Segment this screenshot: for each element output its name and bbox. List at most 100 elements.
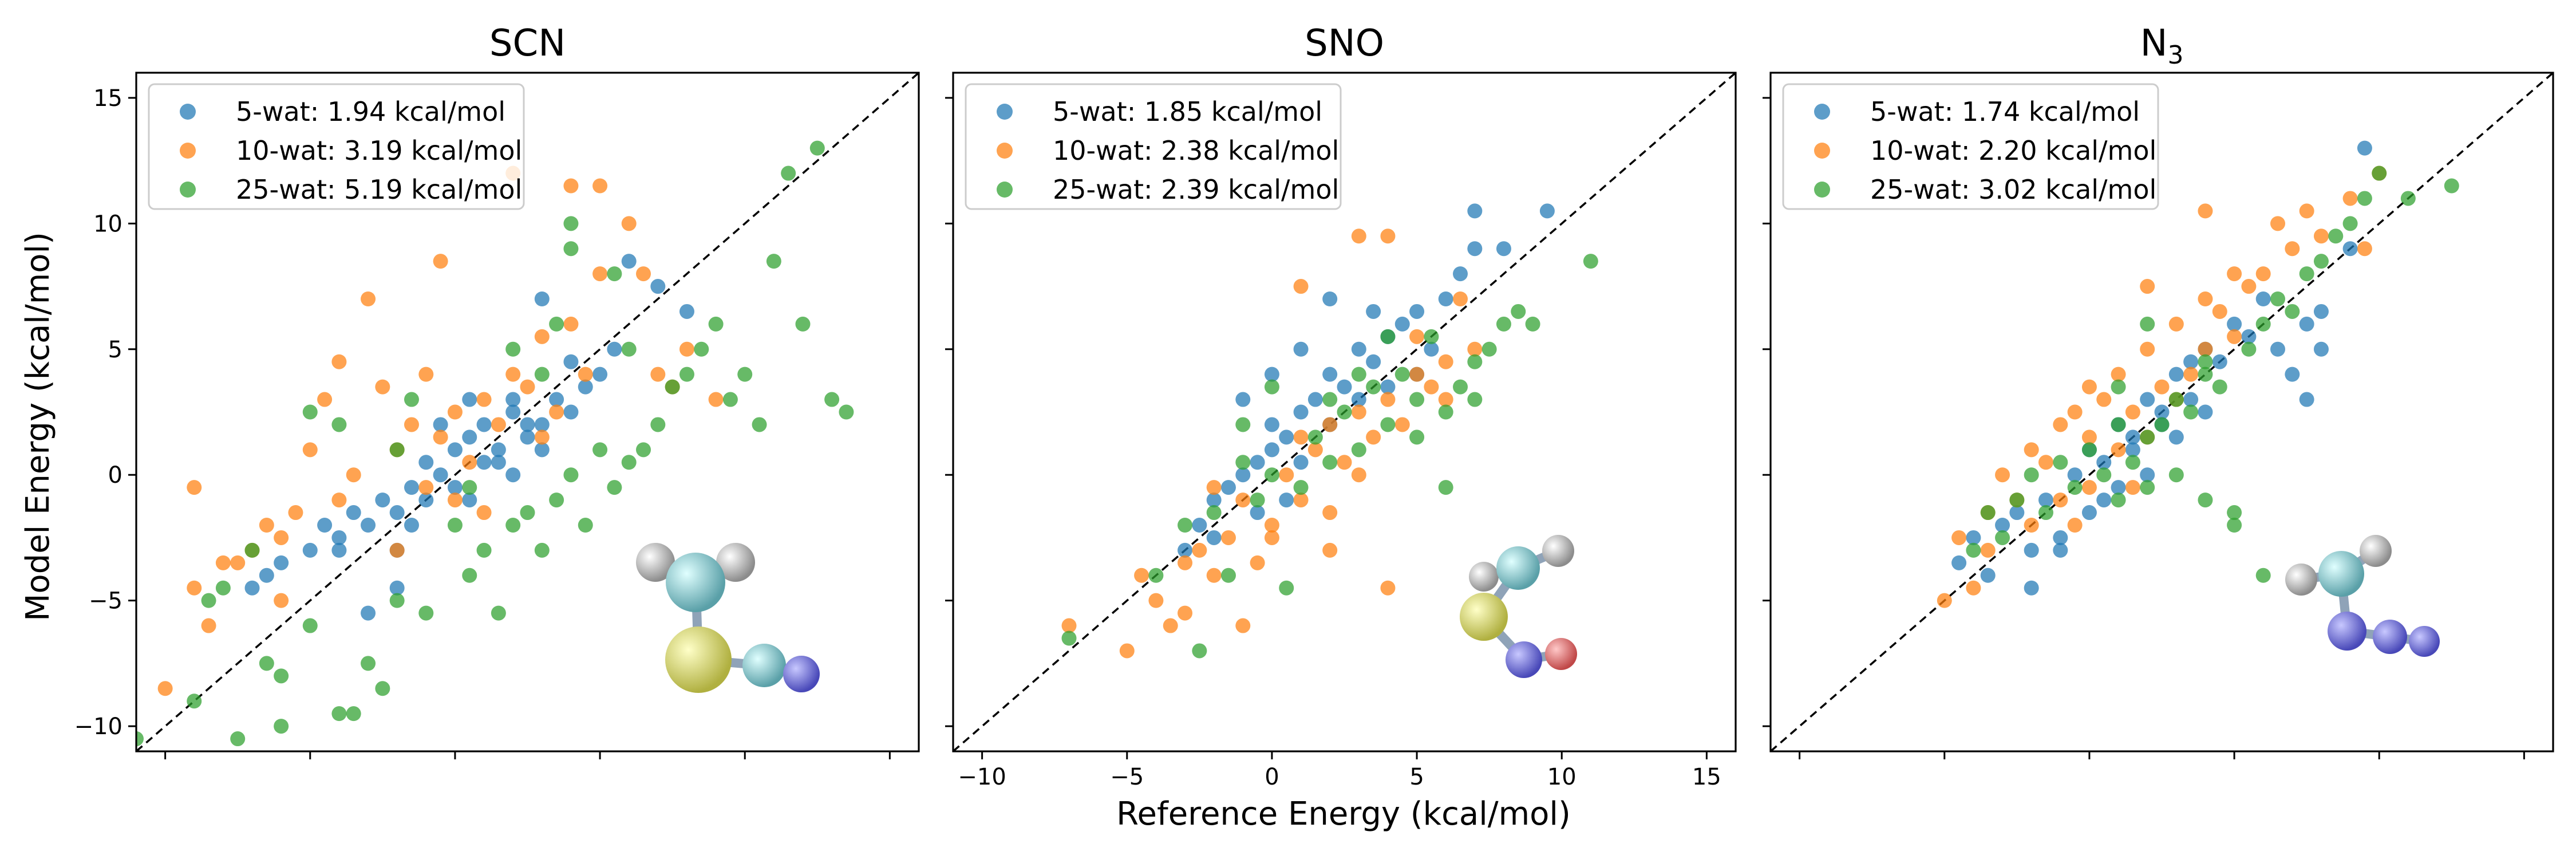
data-point-10-wat [2067,404,2083,420]
data-point-25-wat [1438,480,1453,495]
data-point-10-wat [2125,480,2140,495]
data-point-5-wat [2053,530,2068,545]
data-point-5-wat [361,605,376,621]
data-point-5-wat [331,530,347,545]
data-point-5-wat [462,430,477,445]
data-point-5-wat [1293,404,1309,420]
data-point-5-wat [418,492,434,508]
data-point-25-wat [215,580,231,596]
data-point-10-wat [1148,593,1164,608]
data-point-10-wat [2140,341,2155,357]
data-point-25-wat [2168,392,2184,407]
legend-label-10-wat: 10-wat: 2.38 kcal/mol [1053,135,1339,166]
data-point-5-wat [2096,492,2112,508]
y-tick-label: 15 [93,85,123,112]
nitrogen-atom-icon [2373,620,2407,654]
data-point-5-wat [1178,542,1193,558]
data-point-25-wat [2183,404,2199,420]
data-point-25-wat [1453,379,1468,395]
data-point-25-wat [2198,354,2213,369]
data-point-25-wat [2111,379,2126,395]
data-point-5-wat [244,580,260,596]
x-tick-label: −10 [958,764,1006,790]
data-point-5-wat [2053,542,2068,558]
data-point-25-wat [1980,505,1996,521]
data-point-25-wat [563,216,579,231]
data-point-25-wat [2313,254,2329,269]
hydrogen-atom-icon [1542,535,1574,567]
data-point-25-wat [2140,480,2155,495]
legend-label-25-wat: 25-wat: 2.39 kcal/mol [1053,174,1339,205]
data-point-10-wat [1250,555,1265,570]
data-point-10-wat [1351,228,1366,244]
data-point-5-wat [491,442,506,458]
data-point-25-wat [2255,316,2271,332]
data-point-5-wat [1394,316,1410,332]
data-point-5-wat [621,254,637,269]
data-point-25-wat [1178,518,1193,533]
data-point-10-wat [708,392,724,407]
data-point-25-wat [2299,266,2314,282]
data-point-25-wat [795,316,811,332]
data-point-10-wat [462,455,477,470]
data-point-5-wat [1409,304,1425,319]
data-point-25-wat [665,379,680,395]
data-point-5-wat [1951,555,1967,570]
data-point-25-wat [1424,329,1439,344]
data-point-5-wat [1264,367,1279,382]
data-point-5-wat [2154,404,2170,420]
data-point-10-wat [2227,266,2242,282]
data-point-10-wat [2285,241,2300,257]
data-point-10-wat [1178,605,1193,621]
carbon-atom-icon [1496,546,1540,590]
data-point-10-wat [2024,442,2039,458]
data-point-10-wat [1467,341,1483,357]
data-point-5-wat [1192,518,1207,533]
data-point-25-wat [737,367,753,382]
data-point-10-wat [201,618,216,633]
data-point-10-wat [1438,392,1453,407]
data-point-5-wat [2038,492,2053,508]
data-point-25-wat [418,605,434,621]
data-point-5-wat [2299,316,2314,332]
data-point-25-wat [694,341,709,357]
data-point-10-wat [2096,392,2112,407]
data-point-25-wat [136,731,144,747]
data-point-10-wat [1966,580,1981,596]
data-point-25-wat [607,266,622,282]
legend-box [965,83,1342,210]
data-point-10-wat [1351,404,1366,420]
data-point-25-wat [1351,442,1366,458]
data-point-25-wat [563,467,579,483]
data-point-10-wat [375,379,390,395]
data-point-25-wat [491,605,506,621]
data-point-10-wat [215,555,231,570]
data-point-5-wat [462,492,477,508]
data-point-10-wat [592,266,608,282]
data-point-25-wat [505,518,521,533]
data-point-5-wat [534,442,550,458]
data-point-5-wat [1235,392,1251,407]
data-point-10-wat [404,417,419,432]
data-point-25-wat [679,367,694,382]
data-point-5-wat [2241,329,2257,344]
data-point-25-wat [2255,568,2271,583]
data-point-5-wat [2024,542,2039,558]
data-point-10-wat [650,367,666,382]
legend-box [1782,83,2159,210]
data-point-10-wat [2357,241,2372,257]
carbon-atom-icon [666,553,725,612]
data-point-10-wat [2198,291,2213,306]
data-point-25-wat [2342,216,2358,231]
data-point-5-wat [274,555,289,570]
legend-label-10-wat: 10-wat: 2.20 kcal/mol [1870,135,2156,166]
data-point-5-wat [2313,341,2329,357]
data-point-25-wat [1235,417,1251,432]
data-point-25-wat [1351,367,1366,382]
data-point-10-wat [302,442,318,458]
hydrogen-atom-icon [2360,535,2392,567]
data-point-25-wat [592,442,608,458]
data-point-25-wat [1394,367,1410,382]
data-point-10-wat [2342,191,2358,206]
data-point-10-wat [2081,480,2097,495]
